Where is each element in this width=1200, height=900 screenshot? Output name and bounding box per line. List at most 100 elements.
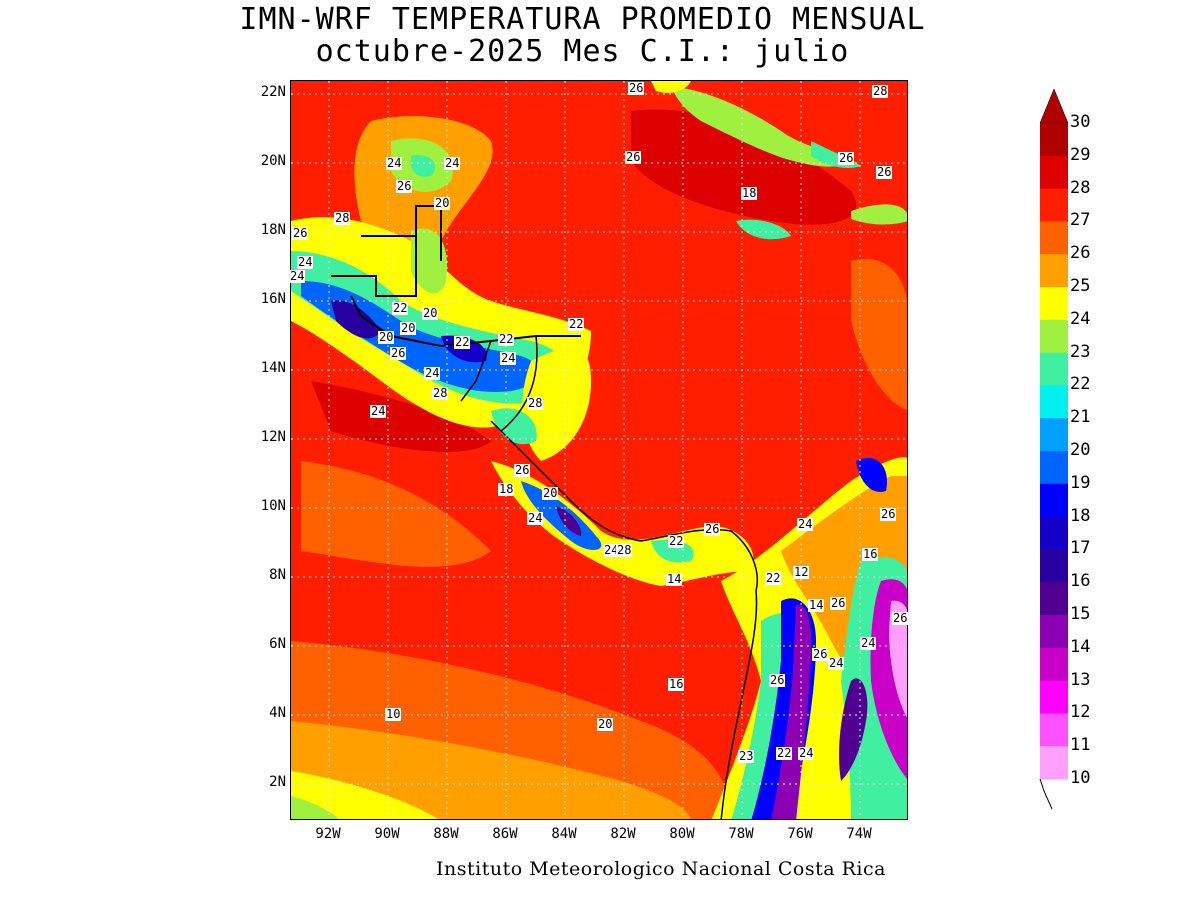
border-lines-2 [460,335,538,432]
contour-label: 28 [334,211,351,225]
longitude-label: 74W [846,826,872,842]
contour-label: 22 [568,317,585,331]
sea-cool-band [291,721,691,819]
contour-label: 22 [454,335,471,349]
contour-label: 26 [838,151,855,165]
colorbar-segment [1040,483,1068,518]
contour-label: 20 [434,196,451,210]
contour-label: 26 [628,81,645,95]
contour-label: 22 [765,571,782,585]
contour-label: 24 [297,255,314,269]
contour-label: 24 [527,511,544,525]
latitude-label: 20N [260,153,286,169]
temperature-map [290,80,908,820]
colorbar-segment [1040,615,1068,649]
colombia-andes-central [839,678,868,781]
latitude-label: 14N [260,360,286,376]
contour-label: 20 [597,717,614,731]
colorbar-segment [1040,221,1068,255]
colorbar-label: 14 [1070,636,1091,657]
contour-label: 26 [812,647,829,661]
contour-label: 26 [396,179,413,193]
latitude-label: 12N [260,429,286,445]
colorbar-label: 28 [1070,177,1091,198]
colorbar-label: 22 [1070,374,1091,395]
colorbar-segment [1040,352,1068,386]
contour-label: 16 [862,547,879,561]
footer-credit: Instituto Meteorologico Nacional Costa R… [436,858,886,880]
colorbar-segment [1040,746,1068,780]
contour-label: 14 [808,598,825,612]
colorbar-segment [1040,123,1068,157]
contour-label: 24 [500,351,517,365]
colorbar-label: 13 [1070,669,1091,690]
latitude-label: 8N [269,567,286,583]
colorbar-label: 19 [1070,472,1091,493]
colorbar-label: 23 [1070,341,1091,362]
colorbar-segment [1040,155,1068,190]
contour-label: 26 [830,596,847,610]
longitude-label: 78W [728,826,754,842]
contour-label: 24 [289,269,306,283]
contour-label: 22 [392,301,409,315]
colorbar-segment [1040,254,1068,288]
contour-label: 24 [603,543,620,557]
contour-label: 16 [668,677,685,691]
contour-label: 20 [378,330,395,344]
colorbar-label: 12 [1070,702,1091,723]
map-subtitle: octubre-2025 Mes C.I.: julio [315,34,850,69]
central-highlands-inner [301,281,540,392]
colorbar-segment [1040,287,1068,321]
colorbar-segment [1040,451,1068,485]
latitude-label: 16N [260,291,286,307]
contour-label: 10 [385,707,402,721]
pacific-hot-area [311,381,491,452]
colorbar-segment [1040,418,1068,452]
contour-label: 24 [444,156,461,170]
colombia-andes-east-core [889,600,907,718]
latitude-label: 6N [269,636,286,652]
colorbar-tail [1039,778,1053,810]
jamaica-land [736,219,791,240]
belize-land [411,228,447,294]
colorbar-label: 24 [1070,308,1091,329]
contour-label: 26 [292,226,309,240]
contour-label: 26 [892,611,909,625]
contour-label: 22 [498,332,515,346]
colorbar-label: 16 [1070,571,1091,592]
contour-label: 26 [876,165,893,179]
colorbar-segment [1040,385,1068,419]
colorbar-segment [1040,680,1068,714]
latitude-label: 18N [260,222,286,238]
longitude-label: 90W [374,826,400,842]
map-title: IMN-WRF TEMPERATURA PROMEDIO MENSUAL [239,2,926,37]
contour-label: 24 [386,156,403,170]
contour-label: 28 [616,543,633,557]
contour-label: 22 [668,534,685,548]
longitude-label: 92W [315,826,341,842]
colorbar-segment [1040,549,1068,583]
longitude-label: 88W [433,826,459,842]
map-canvas [291,81,907,819]
longitude-label: 80W [669,826,695,842]
colorbar-label: 17 [1070,538,1091,559]
pacific-mild-area [301,461,491,567]
colorbar-label: 30 [1070,112,1091,132]
colorbar-label: 21 [1070,407,1091,428]
colorbar-arrow [1039,88,1069,124]
colorbar-label: 27 [1070,210,1091,231]
colorbar-label: 10 [1070,768,1091,788]
contour-label: 28 [432,386,449,400]
contour-label: 23 [738,749,755,763]
latitude-label: 10N [260,498,286,514]
sea-coolest-band [291,771,438,819]
contour-label: 26 [514,463,531,477]
costa-rica-peak [556,506,582,536]
colorbar-segment [1040,713,1068,747]
yucatan-core [410,155,435,177]
latitude-label: 4N [269,705,286,721]
hispaniola-land [851,204,907,225]
contour-label: 28 [527,396,544,410]
colorbar-label: 29 [1070,144,1091,165]
longitude-label: 84W [551,826,577,842]
